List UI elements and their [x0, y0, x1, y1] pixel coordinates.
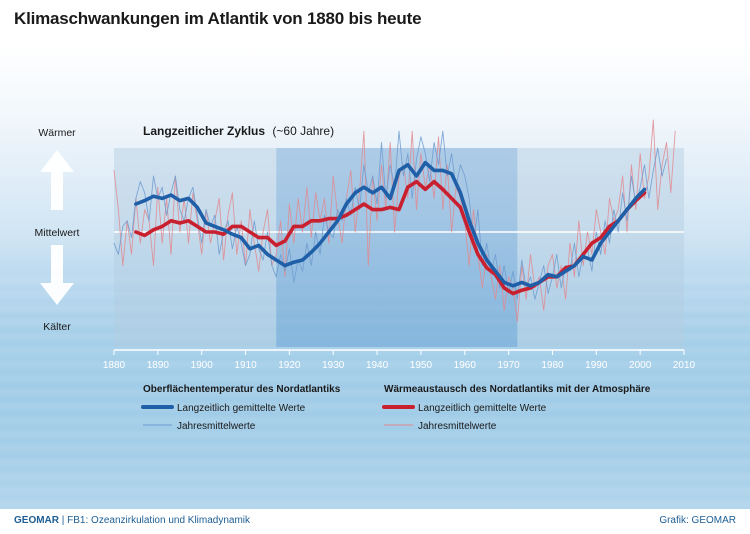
x-tick-label-1880: 1880	[103, 360, 126, 371]
x-tick-label-1910: 1910	[234, 360, 257, 371]
x-tick-label-1960: 1960	[454, 360, 477, 371]
colder-arrow-icon	[40, 245, 74, 305]
x-tick-label-1890: 1890	[147, 360, 170, 371]
legend-item-sst-thin: Jahresmittelwerte	[177, 421, 256, 432]
x-tick-label-1990: 1990	[585, 360, 608, 371]
chart-subtitle: (~60 Jahre)	[272, 124, 334, 138]
legend-item-sst-smooth: Langzeitlich gemittelte Werte	[177, 403, 306, 414]
footer-department: | FB1: Ozeanzirkulation und Klimadynamik	[61, 515, 251, 526]
x-ticks: 1880 1890 1900 1910 1920 1930 1940 1950 1960 1970…	[103, 350, 696, 371]
legend: Oberflächentemperatur des Nordatlantiks …	[141, 384, 651, 432]
series-heat-annual	[113, 119, 676, 323]
page-title: Klimaschwankungen im Atlantik von 1880 b…	[14, 9, 422, 28]
chart-title: Langzeitlicher Zyklus	[143, 124, 265, 138]
legend-item-heat-smooth: Langzeitlich gemittelte Werte	[418, 403, 547, 414]
legend-item-heat-thin: Jahresmittelwerte	[418, 421, 497, 432]
footer-left: GEOMAR | FB1: Ozeanzirkulation und Klima…	[14, 515, 250, 526]
x-tick-label-1970: 1970	[497, 360, 520, 371]
x-tick-label-1950: 1950	[410, 360, 433, 371]
series-sst-annual	[113, 130, 667, 300]
sea-background	[0, 44, 750, 509]
x-tick-label-2000: 2000	[629, 360, 652, 371]
chart-title-group: Langzeitlicher Zyklus (~60 Jahre)	[143, 124, 334, 138]
x-tick-label-1930: 1930	[322, 360, 345, 371]
warmer-arrow-icon	[40, 150, 74, 210]
footer: GEOMAR | FB1: Ozeanzirkulation und Klima…	[0, 509, 750, 534]
series-layer	[113, 119, 676, 323]
y-label-warmer: Wärmer	[38, 127, 76, 139]
footer-brand: GEOMAR	[14, 515, 59, 526]
legend-heading-heat: Wärmeaustausch des Nordatlantiks mit der…	[384, 384, 651, 395]
series-sst-smooth	[134, 160, 647, 288]
x-tick-label-1980: 1980	[541, 360, 564, 371]
x-tick-label-1920: 1920	[278, 360, 301, 371]
x-tick-label-2010: 2010	[673, 360, 696, 371]
sea-ripple	[0, 274, 750, 509]
climate-chart: Wärmer Mittelwert Kälter Langzeitlicher …	[34, 119, 696, 432]
x-tick-label-1900: 1900	[191, 360, 214, 371]
title-bar: Klimaschwankungen im Atlantik von 1880 b…	[0, 0, 750, 44]
y-label-colder: Kälter	[43, 321, 71, 333]
legend-heading-sst: Oberflächentemperatur des Nordatlantiks	[143, 384, 341, 395]
footer-credit: Grafik: GEOMAR	[659, 515, 736, 526]
y-label-mean: Mittelwert	[35, 227, 80, 239]
x-tick-label-1940: 1940	[366, 360, 389, 371]
phase-band-warm-2	[517, 148, 684, 347]
